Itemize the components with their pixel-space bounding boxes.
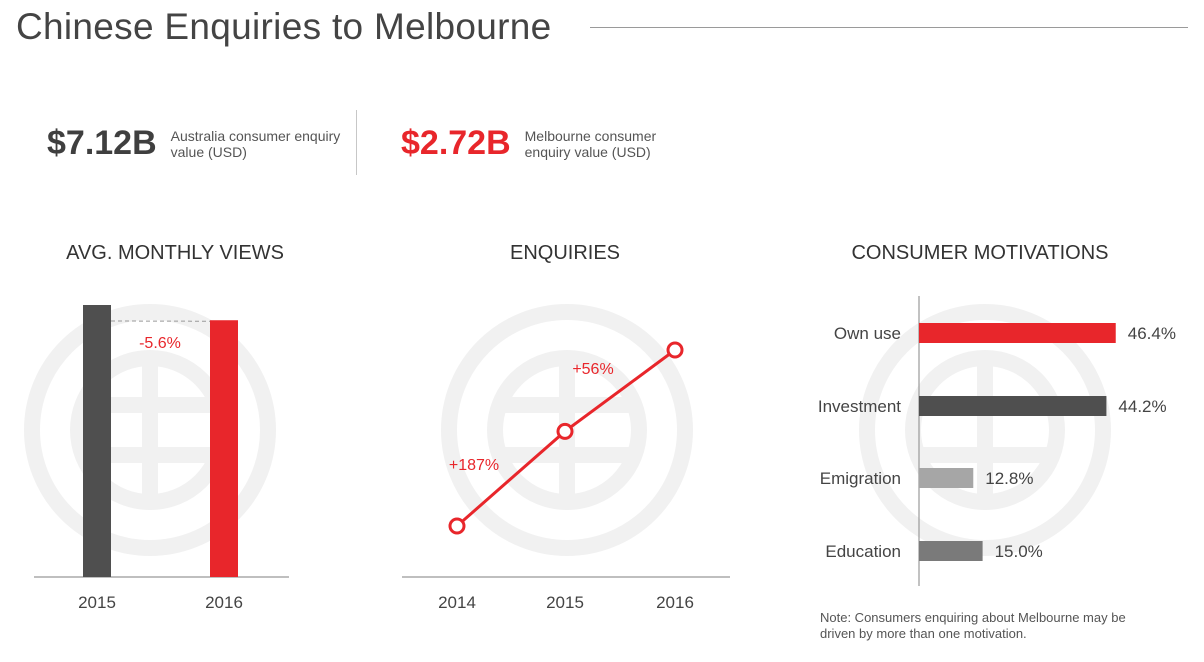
motivations-chart-title: CONSUMER MOTIVATIONS	[851, 242, 1109, 264]
enquiries-tick-label: 2015	[546, 593, 584, 612]
title-rule	[590, 27, 1188, 28]
motivations-bar-investment	[919, 396, 1107, 416]
motivation-note: Note: Consumers enquiring about Melbourn…	[820, 610, 1126, 641]
melbourne-stat: $2.72B Melbourne consumer enquiry value …	[401, 124, 695, 163]
views-tick-label: 2016	[205, 593, 243, 612]
motivations-value-label: 15.0%	[995, 542, 1043, 561]
views-chart-title: AVG. MONTHLY VIEWS	[66, 242, 284, 264]
motivations-value-label: 44.2%	[1118, 397, 1166, 416]
enquiries-change-label: +187%	[449, 457, 499, 474]
views-bar-2015	[83, 305, 111, 577]
page-title: Chinese Enquiries to Melbourne	[16, 6, 552, 47]
motivations-category-label: Emigration	[820, 469, 901, 488]
melbourne-value: $2.72B	[401, 124, 511, 162]
watermark-logo-icon	[24, 304, 276, 556]
motivations-category-label: Education	[825, 542, 901, 561]
enquiries-point-2014	[448, 517, 466, 535]
australia-label: Australia consumer enquiry value (USD)	[170, 127, 341, 160]
enquiries-change-label: +56%	[572, 361, 613, 378]
views-bar-2016	[210, 320, 238, 577]
motivations-value-label: 46.4%	[1128, 324, 1176, 343]
australia-value: $7.12B	[47, 124, 157, 162]
australia-stat: $7.12B Australia consumer enquiry value …	[47, 124, 341, 163]
views-tick-label: 2015	[78, 593, 116, 612]
motivations-value-label: 12.8%	[985, 469, 1033, 488]
enquiries-chart-title: ENQUIRIES	[509, 242, 621, 264]
melbourne-label: Melbourne consumer enquiry value (USD)	[524, 127, 657, 160]
enquiries-tick-label: 2014	[438, 593, 476, 612]
motivations-category-label: Investment	[818, 397, 901, 416]
enquiries-point-2015	[556, 422, 574, 440]
views-change-label: -5.6%	[139, 335, 181, 352]
motivations-bar-own-use	[919, 323, 1116, 343]
motivations-category-label: Own use	[834, 324, 901, 343]
enquiries-tick-label: 2016	[656, 593, 694, 612]
enquiries-point-2016	[666, 341, 684, 359]
motivations-bar-education	[919, 541, 983, 561]
watermark-logo-icon	[441, 304, 693, 556]
stat-divider	[356, 110, 357, 175]
motivations-bar-emigration	[919, 468, 974, 488]
